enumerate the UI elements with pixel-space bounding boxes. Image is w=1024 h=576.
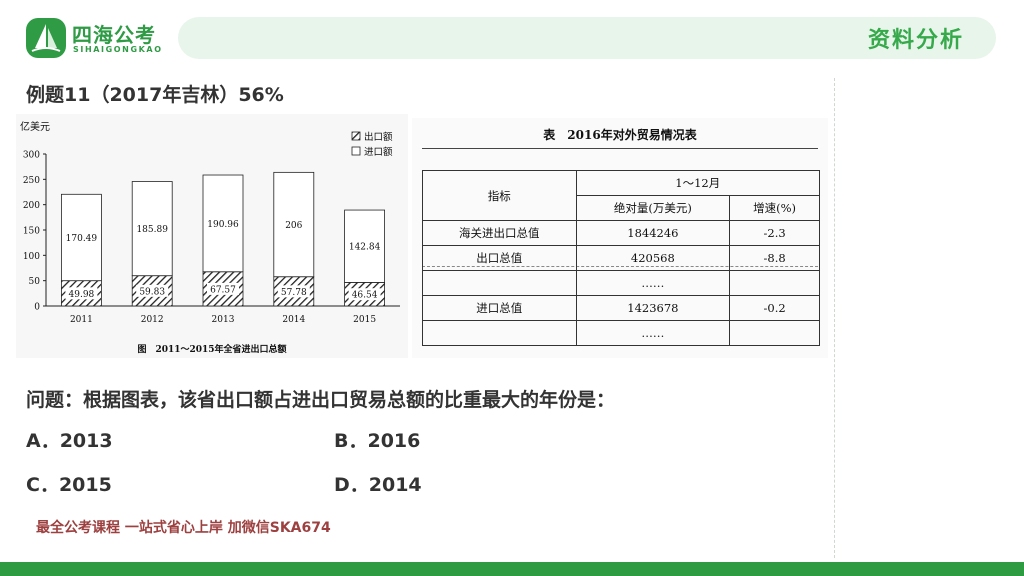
table-row: ……	[422, 320, 820, 346]
row-abs: ……	[575, 320, 731, 346]
option-a[interactable]: A．2013	[26, 430, 113, 452]
y-tick-label: 100	[23, 252, 40, 262]
row-growth: -2.3	[729, 220, 820, 246]
export-value-label: 59.83	[139, 287, 165, 297]
row-name: 出口总值	[422, 245, 577, 271]
x-tick-label: 2011	[70, 315, 93, 325]
x-tick-label: 2013	[212, 315, 235, 325]
example-title: 例题11（2017年吉林）56%	[26, 84, 284, 106]
header-period: 1～12月	[575, 170, 821, 196]
export-label-bg	[348, 288, 381, 301]
row-growth	[729, 270, 820, 296]
header-indicator: 指标	[422, 170, 577, 221]
bar-chart: 亿美元 0 50 100 150 200 250 300 49.98 170.49 2011 59…	[20, 120, 400, 355]
y-tick-label: 150	[23, 227, 40, 237]
header-growth: 增速(%)	[729, 195, 820, 221]
option-d[interactable]: D．2014	[334, 474, 422, 496]
row-abs: 1423678	[575, 295, 731, 321]
row-name: 进口总值	[422, 295, 577, 321]
row-growth	[729, 320, 820, 346]
legend-label-export: 出口额	[364, 131, 393, 143]
brand-logo: 四海公考 SIHAIGONGKAO	[26, 18, 176, 62]
bar-import	[61, 193, 102, 282]
import-value-label: 170.49	[66, 234, 98, 244]
import-value-label: 190.96	[207, 220, 239, 230]
chart-panel: 亿美元 0 50 100 150 200 250 300 49.98 170.49 2011 59…	[16, 114, 408, 358]
export-value-label: 57.78	[281, 288, 307, 298]
export-value-label: 46.54	[352, 291, 378, 301]
row-name	[422, 320, 577, 346]
export-label-bg	[136, 284, 169, 297]
export-label-bg	[207, 282, 239, 295]
bar-import	[273, 171, 315, 278]
right-divider	[834, 78, 835, 558]
table-row: 出口总值 420568 -8.8	[422, 245, 820, 271]
table-row: 海关进出口总值 1844246 -2.3	[422, 220, 820, 246]
header-bar	[178, 17, 996, 59]
legend-swatch-import	[351, 146, 361, 156]
section-tag: 资料分析	[867, 28, 964, 53]
export-label-bg	[277, 285, 310, 298]
option-b[interactable]: B．2016	[334, 430, 421, 452]
bottom-bar	[0, 562, 1024, 576]
row-abs: 420568	[575, 245, 731, 271]
y-tick-label: 0	[34, 303, 40, 313]
y-tick-label: 200	[23, 201, 40, 211]
legend-swatch-export	[351, 131, 361, 141]
import-value-label: 142.84	[349, 243, 381, 253]
chart-title: 图 2011～2015年全省进出口总额	[137, 343, 286, 355]
table-panel: 表 2016年对外贸易情况表 指标 1～12月 绝对量(万美元) 增速(%) 海…	[412, 118, 828, 358]
y-axis-label: 亿美元	[20, 120, 50, 133]
import-value-label: 206	[285, 221, 302, 231]
row-name	[422, 270, 577, 296]
question-text: 问题：根据图表，该省出口额占进出口贸易总额的比重最大的年份是：	[26, 389, 616, 411]
export-value-label: 67.57	[210, 285, 236, 295]
bar-import	[344, 209, 386, 283]
brand-name: 四海公考	[72, 23, 156, 47]
table-header-row: 指标 1～12月	[422, 170, 821, 221]
footer-promo: 最全公考课程 一站式省心上岸 加微信SKA674	[36, 520, 331, 536]
header-abs: 绝对量(万美元)	[575, 195, 731, 221]
export-label-bg	[65, 287, 98, 300]
x-tick-label: 2012	[141, 315, 164, 325]
sail-logo-icon	[26, 18, 66, 58]
bar-import	[202, 174, 244, 273]
row-growth: -8.8	[729, 245, 820, 271]
row-growth: -0.2	[729, 295, 820, 321]
bar-import	[131, 181, 173, 277]
table-row: ……	[422, 270, 820, 296]
legend-label-import: 进口额	[364, 146, 393, 158]
import-value-label: 185.89	[136, 225, 168, 235]
export-value-label: 49.98	[69, 290, 95, 300]
option-c[interactable]: C．2015	[26, 474, 112, 496]
y-tick-label: 50	[29, 277, 41, 287]
table-caption: 表 2016年对外贸易情况表	[543, 128, 697, 142]
y-tick-label: 250	[23, 176, 40, 186]
trade-table: 指标 1～12月 绝对量(万美元) 增速(%) 海关进出口总值 1844246 …	[422, 170, 821, 346]
x-tick-label: 2015	[353, 315, 376, 325]
y-tick-label: 300	[23, 151, 40, 161]
brand-name-en: SIHAIGONGKAO	[73, 45, 163, 54]
row-abs: ……	[575, 270, 731, 296]
table-subheader-row: 绝对量(万美元) 增速(%)	[423, 195, 820, 221]
x-tick-label: 2014	[282, 315, 305, 325]
row-name: 海关进出口总值	[422, 220, 577, 246]
table-top-rule	[422, 148, 818, 149]
table-row: 进口总值 1423678 -0.2	[422, 295, 820, 321]
row-abs: 1844246	[575, 220, 731, 246]
